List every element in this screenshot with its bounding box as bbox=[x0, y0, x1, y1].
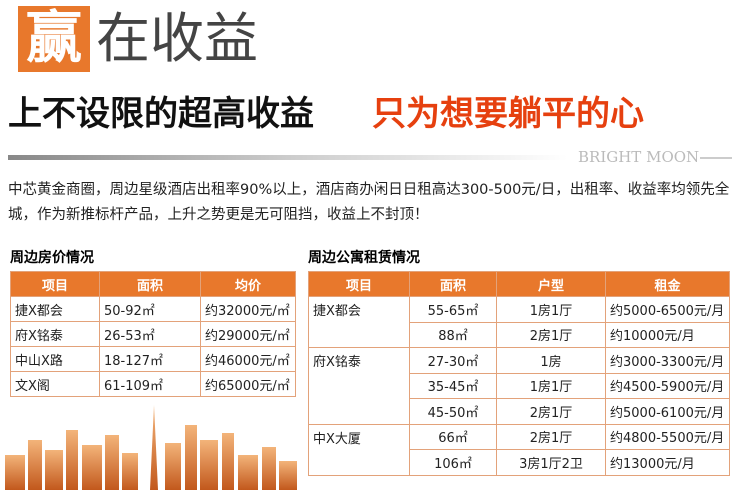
cell: 约46000元/㎡ bbox=[200, 346, 296, 372]
cell: 61-109㎡ bbox=[99, 371, 201, 397]
column-header: 项目 bbox=[308, 271, 410, 297]
cell: 3房1厅2卫 bbox=[496, 449, 606, 476]
cell: 1房1厅 bbox=[496, 372, 606, 399]
row: 106㎡ 3房1厅2卫 约13000元/月 bbox=[309, 449, 730, 476]
rent-table: 项目 面积 户型 租金 捷X都会 55-65㎡ 1房1厅 约5000-6500元/月 88㎡ 2房… bbox=[308, 271, 730, 476]
header-row: 项目 面积 户型 租金 bbox=[308, 271, 730, 297]
row: 府X铭泰 27-30㎡ 1房 约3000-3300元/月 bbox=[308, 347, 730, 425]
row: 府X铭泰 26-53㎡ 约29000元/㎡ bbox=[10, 321, 296, 347]
cell: 45-50㎡ bbox=[409, 398, 497, 425]
cell: 1房 bbox=[496, 347, 606, 374]
project-cell: 中X大厦 bbox=[308, 423, 410, 476]
cell: 约29000元/㎡ bbox=[200, 321, 296, 347]
slogan-right: 只为想要躺平的心 bbox=[372, 94, 644, 134]
cell: 约13000元/月 bbox=[605, 449, 730, 476]
cell: 约5000-6100元/月 bbox=[605, 398, 730, 425]
row: 45-50㎡ 2房1厅 约5000-6100元/月 bbox=[309, 398, 730, 425]
row: 35-45㎡ 1房1厅 约4500-5900元/月 bbox=[309, 372, 730, 399]
row: 文X阁 61-109㎡ 约65000元/㎡ bbox=[10, 371, 296, 397]
cell: 约4800-5500元/月 bbox=[605, 423, 730, 450]
row: 88㎡ 2房1厅 约10000元/月 bbox=[309, 321, 730, 348]
cell: 文X阁 bbox=[10, 371, 100, 397]
cell: 55-65㎡ bbox=[409, 296, 497, 323]
brand: BRIGHT MOON bbox=[578, 148, 700, 166]
table-title: 周边房价情况 bbox=[10, 250, 94, 266]
cell: 66㎡ bbox=[409, 423, 497, 450]
cell: 106㎡ bbox=[409, 449, 497, 476]
cell: 约32000元/㎡ bbox=[200, 296, 296, 322]
row: 捷X都会 50-92㎡ 约32000元/㎡ bbox=[10, 296, 296, 322]
cell: 18-127㎡ bbox=[99, 346, 201, 372]
project-cell: 捷X都会 bbox=[308, 296, 410, 348]
column-header: 面积 bbox=[99, 271, 201, 297]
price-table: 项目 面积 均价 捷X都会 50-92㎡ 约32000元/㎡ 府X铭泰 26-53㎡ 约2900… bbox=[10, 271, 296, 397]
column-header: 均价 bbox=[200, 271, 296, 297]
cell: 27-30㎡ bbox=[409, 347, 497, 374]
cell: 约10000元/月 bbox=[605, 321, 730, 348]
project-cell: 府X铭泰 bbox=[308, 347, 410, 425]
cell: 35-45㎡ bbox=[409, 372, 497, 399]
cell: 中山X路 bbox=[10, 346, 100, 372]
row: 中X大厦 66㎡ 2房1厅 约4800-5500元/月 bbox=[308, 423, 730, 476]
row: 中山X路 18-127㎡ 约46000元/㎡ bbox=[10, 346, 296, 372]
cell: 约3000-3300元/月 bbox=[605, 347, 730, 374]
intro: 中芯黄金商圈，周边星级酒店出租率90%以上，酒店商办闲日日租高达300-500元… bbox=[8, 182, 730, 223]
cell: 26-53㎡ bbox=[99, 321, 201, 347]
cell: 2房1厅 bbox=[496, 321, 606, 348]
cell: 约5000-6500元/月 bbox=[605, 296, 730, 323]
header-row: 项目 面积 均价 bbox=[10, 271, 296, 297]
skyline bbox=[5, 405, 297, 490]
column-header: 户型 bbox=[496, 271, 606, 297]
cell: 捷X都会 bbox=[10, 296, 100, 322]
divider bbox=[8, 155, 568, 160]
cell: 50-92㎡ bbox=[99, 296, 201, 322]
cell: 约4500-5900元/月 bbox=[605, 372, 730, 399]
cell: 2房1厅 bbox=[496, 423, 606, 450]
cell: 约65000元/㎡ bbox=[200, 371, 296, 397]
row: 捷X都会 55-65㎡ 1房1厅 约5000-6500元/月 bbox=[308, 296, 730, 348]
cell: 88㎡ bbox=[409, 321, 497, 348]
column-header: 面积 bbox=[409, 271, 497, 297]
cell: 2房1厅 bbox=[496, 398, 606, 425]
column-header: 租金 bbox=[605, 271, 730, 297]
slogan-left: 上不设限的超高收益 bbox=[8, 94, 314, 134]
cell: 府X铭泰 bbox=[10, 321, 100, 347]
logo-mark: 赢 bbox=[18, 6, 90, 72]
table-title: 周边公寓租赁情况 bbox=[308, 250, 420, 266]
divider-right bbox=[700, 157, 732, 159]
cell: 1房1厅 bbox=[496, 296, 606, 323]
title: 在收益 bbox=[96, 7, 258, 70]
column-header: 项目 bbox=[10, 271, 100, 297]
